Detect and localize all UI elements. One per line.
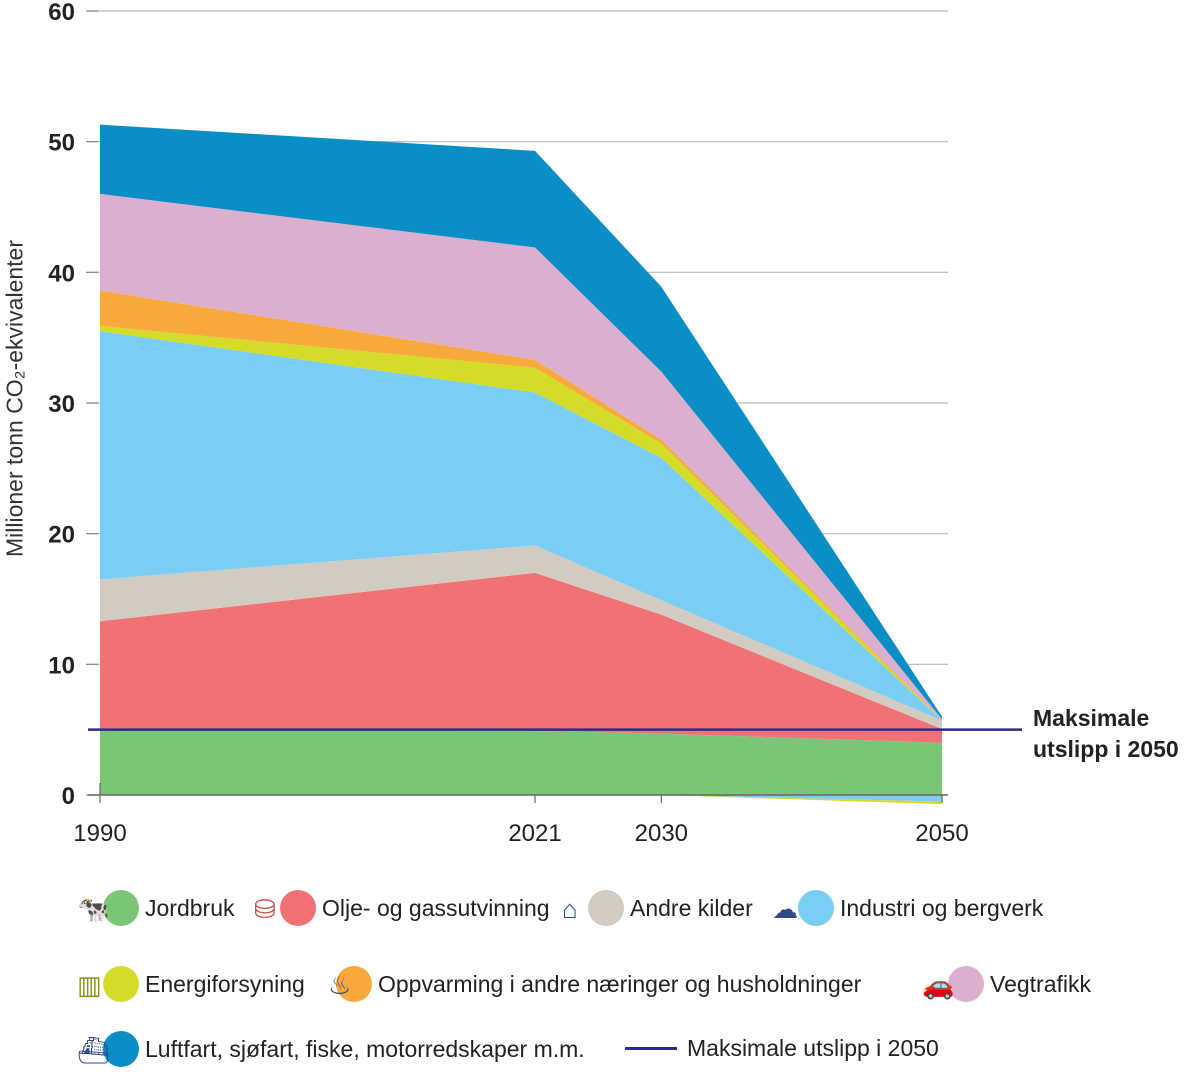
house-smoke-icon: ⌂: [560, 886, 624, 930]
ship-plane-icon: ⛴: [75, 1027, 139, 1071]
legend-item-energiforsyning: ▥ Energiforsyning: [75, 962, 305, 1006]
legend-label: Industri og bergverk: [840, 894, 1044, 921]
legend-item-industri: ☁ Industri og bergverk: [770, 886, 1043, 930]
y-tick-label: 50: [48, 130, 75, 157]
area-olje-og-gassutvinning: [100, 572, 942, 743]
reference-line-annotation: Maksimale utslipp i 2050: [1033, 703, 1179, 765]
area-vegtrafikk: [100, 193, 942, 720]
stove-icon: ♨: [320, 962, 372, 1006]
annotation-line-2: utslipp i 2050: [1033, 736, 1179, 762]
legend-label: Olje- og gassutvinning: [322, 894, 550, 921]
factory-smoke-icon: ☁: [770, 886, 834, 930]
legend-label: Oppvarming i andre næringer og husholdni…: [378, 970, 862, 997]
x-tick-label: 1990: [73, 820, 126, 847]
legend-item-reference-line: Maksimale utslipp i 2050: [625, 1035, 939, 1062]
area-industri-og-bergverk: [100, 331, 942, 721]
car-icon: 🚗: [920, 962, 984, 1006]
legend-label: Jordbruk: [145, 894, 235, 921]
legend-label: Andre kilder: [630, 894, 753, 921]
legend-item-andre-kilder: ⌂ Andre kilder: [560, 886, 753, 930]
y-axis-label: Millioner tonn CO₂-ekvivalenter: [1, 240, 28, 557]
area-luftfart-sjøfart-fiske-motorredskaper-m-m: [100, 124, 942, 720]
area-jordbruk: [100, 728, 942, 795]
cow-icon: 🐄: [75, 886, 139, 930]
area-oppvarming-i-andre-næringer-og-husholdninger: [100, 290, 942, 721]
area-andre-kilder: [100, 545, 942, 730]
y-tick-label: 20: [48, 522, 75, 549]
x-tick-label: 2050: [915, 820, 968, 847]
legend-item-olje-gass: ⛁ Olje- og gassutvinning: [252, 886, 550, 930]
legend-item-vegtrafikk: 🚗 Vegtrafikk: [920, 962, 1091, 1006]
y-tick-label: 40: [48, 260, 75, 287]
legend-label: Energiforsyning: [145, 970, 305, 997]
x-tick-label: 2030: [635, 820, 688, 847]
legend-item-jordbruk: 🐄 Jordbruk: [75, 886, 234, 930]
y-tick-label: 30: [48, 391, 75, 418]
x-tick-label: 2021: [508, 820, 561, 847]
legend-label: Vegtrafikk: [990, 970, 1091, 997]
y-tick-label: 0: [62, 783, 75, 810]
legend-item-oppvarming: ♨ Oppvarming i andre næringer og hushold…: [320, 962, 861, 1006]
annotation-line-1: Maksimale: [1033, 705, 1150, 731]
reference-line-swatch: [625, 1047, 677, 1050]
area-negative-industri-og-bergverk: [100, 795, 942, 802]
oil-barrel-icon: ⛁: [252, 886, 316, 930]
power-plant-icon: ▥: [75, 962, 139, 1006]
legend-item-luftfart-sjofart: ⛴ Luftfart, sjøfart, fiske, motorredskap…: [75, 1027, 585, 1071]
legend-label: Luftfart, sjøfart, fiske, motorredskaper…: [145, 1035, 585, 1062]
y-tick-label: 10: [48, 652, 75, 679]
y-tick-label: 60: [48, 0, 75, 26]
legend-label: Maksimale utslipp i 2050: [687, 1035, 939, 1061]
